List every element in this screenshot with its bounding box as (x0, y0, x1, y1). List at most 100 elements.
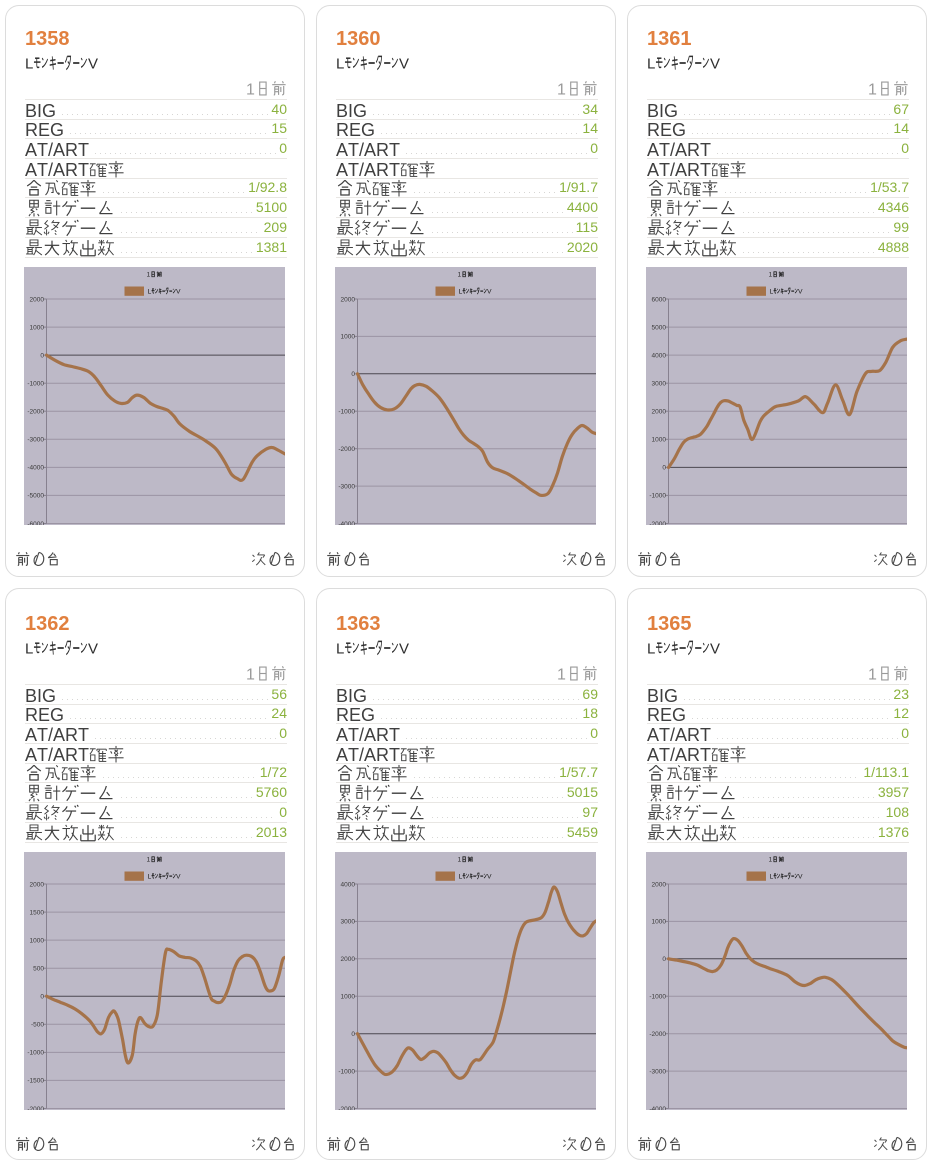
svg-text:2000: 2000 (341, 296, 356, 303)
svg-text:R: R (647, 705, 660, 723)
svg-text:0: 0 (662, 956, 666, 963)
svg-text:/: / (48, 745, 53, 763)
svg-text:B: B (25, 101, 37, 119)
svg-text:T: T (659, 140, 670, 158)
svg-text:E: E (38, 120, 50, 138)
svg-text:A: A (364, 725, 376, 743)
svg-text:-3000: -3000 (649, 1068, 666, 1075)
svg-text:R: R (65, 745, 78, 763)
svg-text:B: B (336, 101, 348, 119)
svg-text:G: G (50, 120, 64, 138)
svg-text:1: 1 (458, 272, 462, 279)
svg-text:G: G (672, 705, 686, 723)
svg-text:1: 1 (557, 82, 566, 97)
svg-text:A: A (25, 725, 37, 743)
svg-text:1000: 1000 (652, 919, 667, 926)
svg-text:L: L (647, 56, 655, 71)
svg-text:B: B (647, 101, 659, 119)
svg-text:3000: 3000 (341, 919, 356, 926)
svg-text:T: T (389, 160, 400, 178)
svg-text:R: R (687, 725, 700, 743)
svg-text:V: V (176, 874, 181, 881)
svg-text:L: L (148, 874, 152, 881)
svg-text:A: A (53, 140, 65, 158)
svg-text:V: V (710, 56, 720, 71)
svg-text:/: / (670, 160, 675, 178)
svg-text:2000: 2000 (341, 956, 356, 963)
svg-text:G: G (361, 705, 375, 723)
svg-text:G: G (353, 101, 367, 119)
svg-text:R: R (376, 725, 389, 743)
svg-text:E: E (349, 120, 361, 138)
svg-text:V: V (88, 56, 98, 71)
svg-text:3000: 3000 (652, 381, 667, 388)
svg-text:T: T (37, 745, 48, 763)
svg-text:I: I (659, 101, 664, 119)
svg-text:E: E (38, 705, 50, 723)
svg-text:-1000: -1000 (27, 381, 44, 388)
svg-text:1000: 1000 (30, 937, 45, 944)
svg-text:T: T (78, 745, 89, 763)
svg-text:T: T (37, 160, 48, 178)
svg-text:6000: 6000 (652, 296, 667, 303)
svg-text:2000: 2000 (30, 881, 45, 888)
svg-text:R: R (336, 120, 349, 138)
svg-text:A: A (336, 725, 348, 743)
svg-text:/: / (670, 725, 675, 743)
svg-text:-2000: -2000 (338, 1106, 355, 1110)
svg-text:A: A (364, 160, 376, 178)
svg-text:-1000: -1000 (27, 1050, 44, 1057)
svg-text:1000: 1000 (341, 994, 356, 1001)
svg-text:5000: 5000 (652, 324, 667, 331)
svg-text:-2000: -2000 (27, 409, 44, 416)
svg-text:G: G (42, 101, 56, 119)
svg-text:/: / (48, 160, 53, 178)
svg-text:L: L (770, 289, 774, 296)
svg-text:R: R (65, 160, 78, 178)
svg-text:T: T (389, 140, 400, 158)
svg-text:A: A (364, 745, 376, 763)
svg-text:R: R (687, 745, 700, 763)
svg-text:G: G (50, 705, 64, 723)
svg-text:/: / (359, 140, 364, 158)
svg-text:L: L (25, 641, 33, 656)
svg-text:V: V (798, 874, 803, 881)
svg-text:V: V (487, 874, 492, 881)
svg-text:1: 1 (246, 82, 255, 97)
svg-text:T: T (389, 745, 400, 763)
svg-text:2000: 2000 (30, 296, 45, 303)
svg-text:-3000: -3000 (338, 483, 355, 490)
svg-text:R: R (647, 120, 660, 138)
svg-text:/: / (359, 745, 364, 763)
svg-text:T: T (700, 745, 711, 763)
svg-text:G: G (672, 120, 686, 138)
svg-text:2000: 2000 (652, 881, 667, 888)
svg-text:T: T (78, 160, 89, 178)
svg-text:L: L (336, 56, 344, 71)
svg-text:A: A (647, 140, 659, 158)
svg-text:1: 1 (769, 272, 773, 279)
svg-text:R: R (25, 120, 38, 138)
svg-text:G: G (361, 120, 375, 138)
svg-text:I: I (37, 101, 42, 119)
svg-text:T: T (348, 745, 359, 763)
svg-text:V: V (88, 641, 98, 656)
svg-text:V: V (399, 56, 409, 71)
svg-text:T: T (700, 725, 711, 743)
svg-text:1000: 1000 (652, 437, 667, 444)
svg-text:T: T (700, 160, 711, 178)
svg-text:R: R (65, 140, 78, 158)
svg-text:1: 1 (147, 857, 151, 864)
svg-text:E: E (349, 705, 361, 723)
svg-text:T: T (659, 160, 670, 178)
svg-text:1: 1 (246, 667, 255, 682)
svg-text:-1000: -1000 (338, 1068, 355, 1075)
svg-text:1: 1 (458, 857, 462, 864)
svg-text:R: R (687, 140, 700, 158)
svg-text:R: R (25, 705, 38, 723)
svg-text:I: I (348, 686, 353, 704)
svg-text:V: V (176, 289, 181, 296)
svg-text:2000: 2000 (652, 409, 667, 416)
svg-text:A: A (675, 725, 687, 743)
svg-text:/: / (359, 725, 364, 743)
